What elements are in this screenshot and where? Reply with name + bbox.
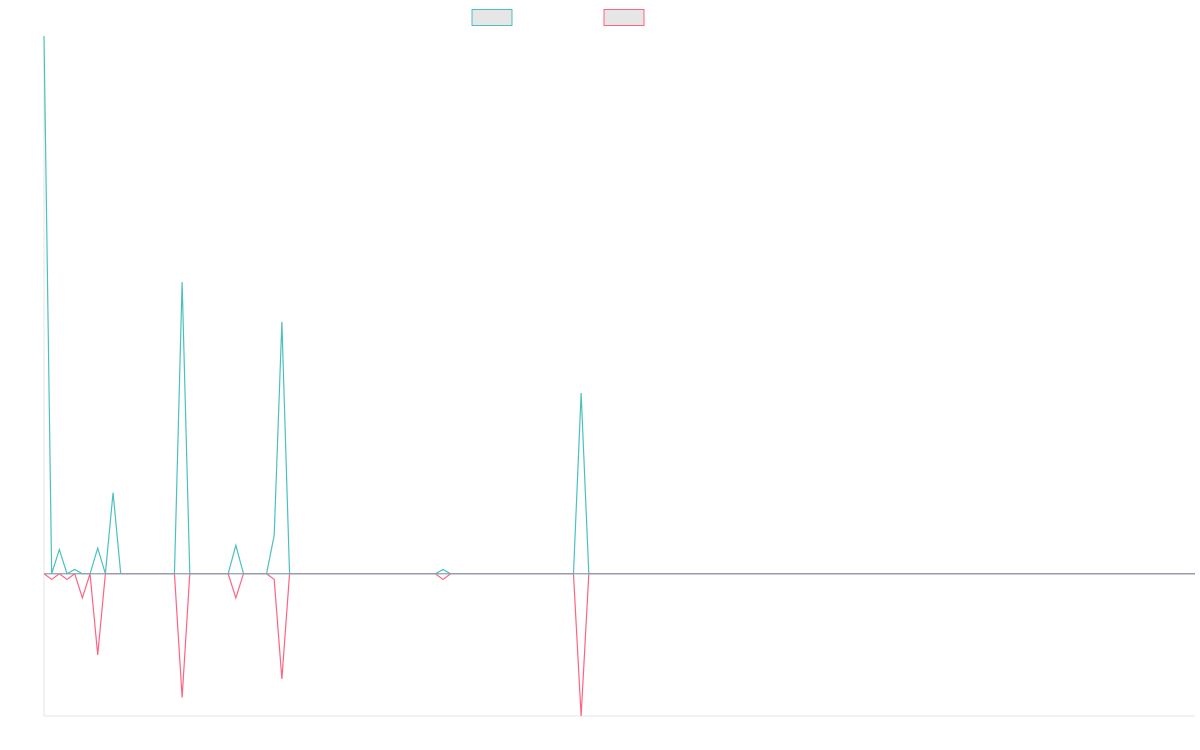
chart-series-layer: [43, 35, 1195, 717]
legend-swatch-series-1[interactable]: [471, 9, 513, 26]
chart-axes: [43, 36, 1195, 717]
series-1-line: [43, 35, 1195, 575]
series-2-line: [43, 572, 1195, 717]
legend-swatch-series-2[interactable]: [603, 9, 645, 26]
chart-legend: [471, 9, 645, 26]
